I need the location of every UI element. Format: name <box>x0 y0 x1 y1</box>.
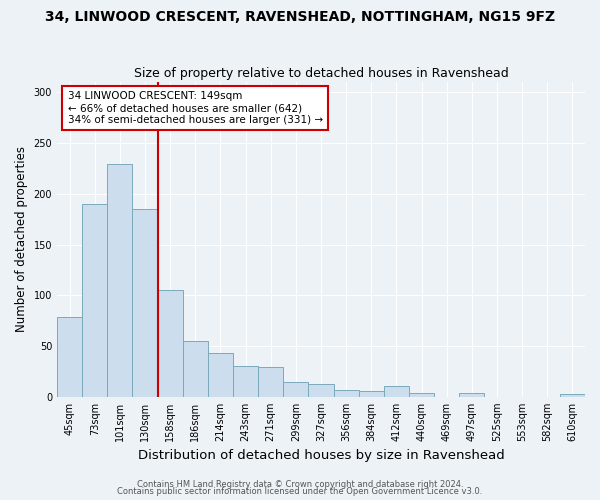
Bar <box>409 392 434 397</box>
Text: 34, LINWOOD CRESCENT, RAVENSHEAD, NOTTINGHAM, NG15 9FZ: 34, LINWOOD CRESCENT, RAVENSHEAD, NOTTIN… <box>45 10 555 24</box>
Text: Contains HM Land Registry data © Crown copyright and database right 2024.: Contains HM Land Registry data © Crown c… <box>137 480 463 489</box>
Bar <box>158 290 183 397</box>
Bar <box>133 209 158 397</box>
Bar <box>258 368 283 397</box>
Bar <box>334 390 359 397</box>
Text: Contains public sector information licensed under the Open Government Licence v3: Contains public sector information licen… <box>118 487 482 496</box>
Bar <box>183 341 208 397</box>
Bar <box>233 366 258 397</box>
Bar <box>283 382 308 397</box>
Bar <box>107 164 133 397</box>
Bar <box>57 316 82 397</box>
Bar <box>308 384 334 397</box>
X-axis label: Distribution of detached houses by size in Ravenshead: Distribution of detached houses by size … <box>137 450 505 462</box>
Bar <box>560 394 585 397</box>
Y-axis label: Number of detached properties: Number of detached properties <box>15 146 28 332</box>
Title: Size of property relative to detached houses in Ravenshead: Size of property relative to detached ho… <box>134 66 508 80</box>
Bar <box>384 386 409 397</box>
Bar <box>359 390 384 397</box>
Bar <box>459 392 484 397</box>
Text: 34 LINWOOD CRESCENT: 149sqm
← 66% of detached houses are smaller (642)
34% of se: 34 LINWOOD CRESCENT: 149sqm ← 66% of det… <box>68 92 323 124</box>
Bar <box>208 353 233 397</box>
Bar <box>82 204 107 397</box>
